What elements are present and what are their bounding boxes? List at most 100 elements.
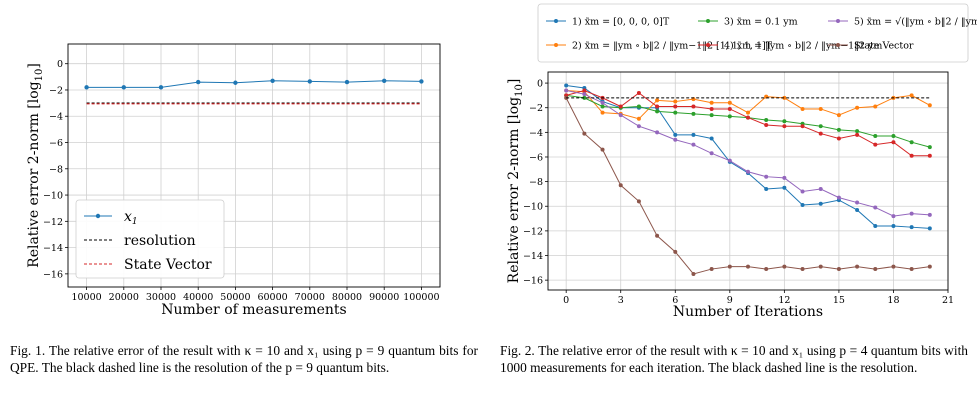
data-point [158, 85, 164, 90]
data-point [891, 223, 896, 228]
data-point [764, 174, 769, 179]
data-point [746, 264, 750, 269]
data-point [618, 113, 623, 118]
data-point [382, 78, 387, 83]
data-point [709, 106, 714, 111]
legend-label: 5) x̃m = √(‖ym ∘ b‖2 / ‖ym−1‖2) ym [854, 17, 977, 28]
data-point [891, 140, 896, 145]
data-point [600, 104, 605, 109]
data-point [746, 110, 750, 115]
data-point [270, 78, 275, 83]
x-axis-label: Number of measurements [161, 302, 346, 318]
data-point [927, 145, 932, 150]
y-tick-label: −12 [43, 217, 63, 228]
data-point [636, 116, 641, 121]
y-tick-label: 0 [57, 59, 63, 70]
x-axis-label: Number of Iterations [673, 304, 823, 320]
legend-label: resolution [124, 233, 196, 249]
data-point [800, 267, 805, 272]
data-point [307, 79, 312, 84]
legend-label: x1 [124, 209, 138, 227]
y-tick-label: −2 [529, 103, 543, 114]
data-point [855, 264, 860, 269]
legend-label: 4) x̃m = ‖ym ∘ b‖2 / ‖ym−1‖2 ym [724, 41, 882, 52]
x-tick-label: 3 [618, 295, 624, 306]
y-tick-label: −16 [43, 269, 63, 280]
data-point [927, 153, 932, 158]
figure-1-caption: Fig. 1. The relative error of the result… [10, 343, 478, 375]
data-point [836, 136, 841, 141]
data-point [121, 85, 127, 90]
data-point [673, 249, 678, 254]
figure-2-chart: 0 3 6 9 12 15 18 21 0 −2 −4 −6 −8 −10 −12 −14 −16 Number … [506, 3, 977, 320]
y-tick-label: −16 [523, 276, 543, 287]
data-point [782, 185, 787, 190]
data-point [709, 136, 714, 141]
data-point [909, 267, 914, 272]
legend-label: 3) x̃m = 0.1 ym [724, 17, 798, 28]
legend-marker [554, 43, 558, 47]
data-point [891, 214, 896, 219]
data-point [727, 264, 732, 269]
data-point [673, 99, 678, 104]
y-axis-label: Relative error 2-norm [log10] [26, 63, 45, 268]
data-point [927, 103, 932, 108]
data-point [564, 83, 569, 88]
legend-marker [706, 19, 710, 23]
y-tick-label: −2 [49, 85, 63, 96]
data-point [344, 79, 350, 85]
data-point [818, 264, 823, 269]
data-point [636, 90, 641, 95]
x-tick-label: 80000 [332, 292, 362, 303]
data-point [582, 95, 587, 100]
data-point [709, 151, 714, 156]
data-point [691, 111, 696, 116]
data-point [873, 205, 878, 210]
legend-label: State Vector [124, 257, 212, 273]
x-tick-label: 12 [778, 295, 790, 306]
data-point [855, 105, 860, 110]
y-tick-label: −6 [49, 138, 63, 149]
x-tick-label: 50000 [220, 292, 250, 303]
data-point [855, 129, 860, 134]
data-point [800, 106, 805, 111]
data-point [727, 158, 732, 163]
legend-marker [836, 43, 840, 47]
y-tick-label: −6 [529, 152, 543, 163]
x-tick-label: 0 [563, 295, 569, 306]
data-point [618, 104, 623, 109]
data-point [673, 137, 678, 142]
legend-marker [836, 19, 840, 23]
data-point [836, 267, 841, 272]
data-point [782, 119, 787, 124]
data-point [709, 267, 714, 272]
data-point [764, 118, 769, 123]
data-point [673, 132, 678, 137]
data-point [782, 95, 787, 100]
x-tick-label: 18 [887, 295, 899, 306]
data-point [818, 131, 823, 136]
y-tick-label: −8 [49, 164, 63, 175]
data-point [855, 200, 860, 205]
data-point [691, 104, 696, 109]
data-point [727, 114, 732, 119]
data-point [818, 187, 823, 192]
data-point [800, 124, 805, 129]
data-point [691, 132, 696, 137]
data-point [927, 264, 932, 269]
data-point [564, 88, 569, 93]
data-point [691, 142, 696, 147]
data-point [709, 113, 714, 118]
data-point [636, 124, 641, 129]
data-point [636, 104, 641, 109]
data-point [727, 100, 732, 105]
data-point [746, 169, 750, 174]
x-tick-label: 60000 [257, 292, 287, 303]
data-point [909, 153, 914, 158]
x-tick-label: 70000 [295, 292, 325, 303]
data-point [782, 264, 787, 269]
data-point [655, 130, 660, 135]
plot-frame [547, 71, 949, 291]
figure-2-caption: Fig. 2. The relative error of the result… [500, 343, 968, 375]
data-point [909, 211, 914, 216]
